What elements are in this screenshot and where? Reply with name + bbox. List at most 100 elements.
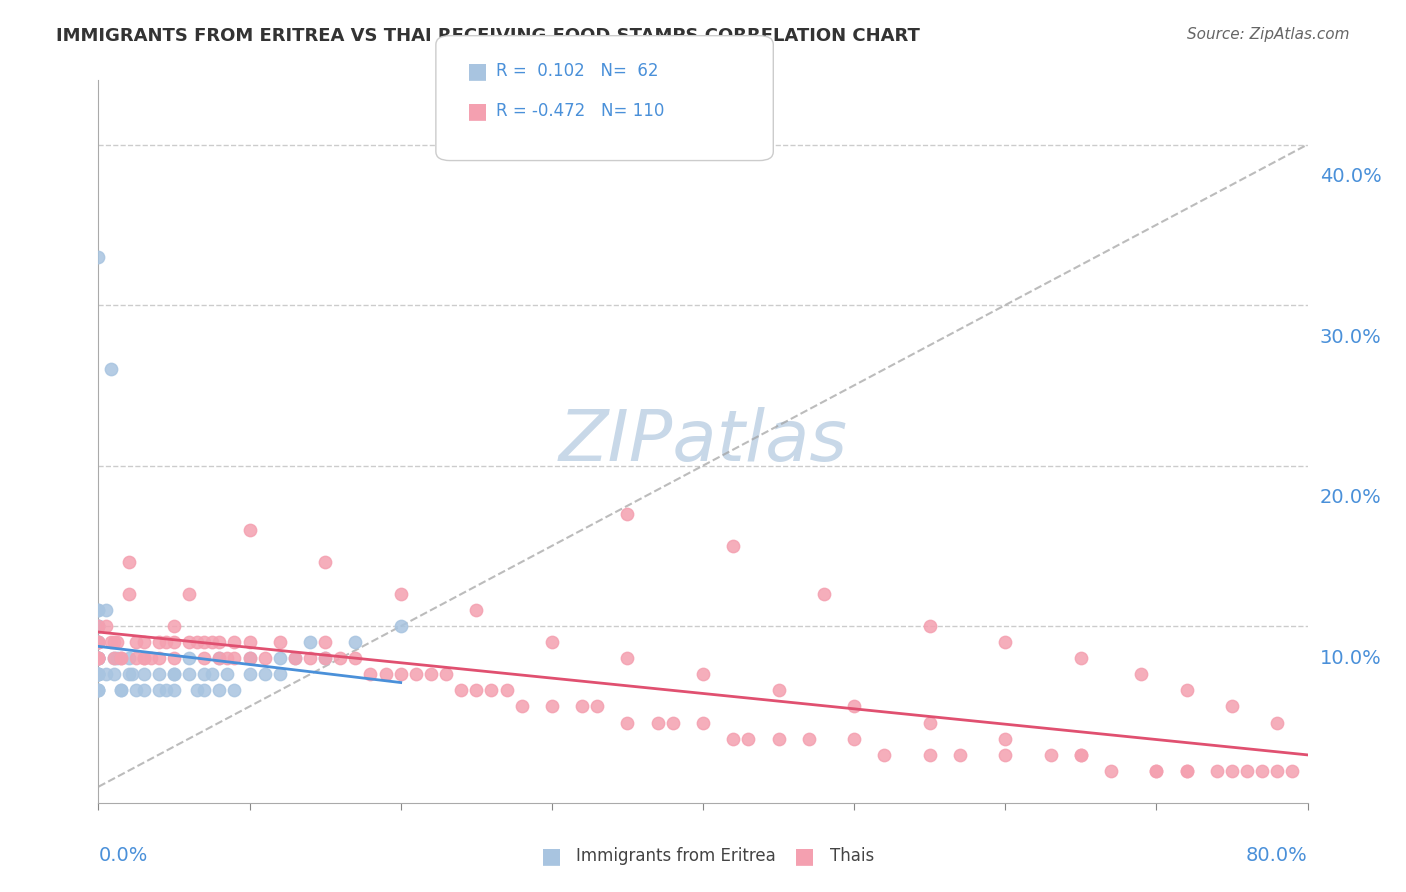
Point (540, 699, 562, 714)
Point (87, 603, 110, 617)
Point (103, 651, 125, 665)
Point (253, 667, 276, 681)
Text: R =  0.102   N=  62: R = 0.102 N= 62 (496, 62, 659, 80)
Point (125, 651, 148, 665)
Point (208, 651, 231, 665)
Point (179, 651, 201, 665)
Point (389, 587, 412, 601)
Point (186, 635, 208, 649)
Point (1070, 747, 1092, 762)
Point (1267, 715, 1289, 730)
Point (87, 651, 110, 665)
Point (155, 683, 177, 698)
Point (163, 667, 186, 681)
Point (148, 635, 170, 649)
Text: ■: ■ (541, 847, 562, 866)
Point (586, 699, 609, 714)
Point (269, 635, 291, 649)
Point (148, 683, 170, 698)
Point (1144, 764, 1167, 778)
Point (465, 683, 488, 698)
Point (100, 635, 122, 649)
Point (284, 651, 307, 665)
Point (873, 747, 896, 762)
Point (844, 731, 866, 746)
Point (434, 667, 457, 681)
Point (186, 683, 208, 698)
Point (344, 635, 367, 649)
Point (239, 651, 262, 665)
Point (374, 667, 396, 681)
Point (1175, 764, 1198, 778)
Point (692, 667, 714, 681)
Point (284, 651, 307, 665)
Point (797, 731, 820, 746)
Point (269, 651, 291, 665)
Point (571, 699, 593, 714)
Point (239, 651, 262, 665)
Point (155, 635, 177, 649)
Point (737, 731, 759, 746)
Text: Source: ZipAtlas.com: Source: ZipAtlas.com (1187, 27, 1350, 42)
Point (314, 651, 336, 665)
Text: ■: ■ (467, 62, 488, 81)
Point (87, 619, 110, 633)
Point (813, 587, 835, 601)
Point (420, 667, 443, 681)
Point (994, 635, 1017, 649)
Point (360, 667, 382, 681)
Point (132, 651, 155, 665)
Point (87, 683, 110, 698)
Point (132, 667, 155, 681)
Point (87, 651, 110, 665)
Text: ■: ■ (794, 847, 815, 866)
Point (1070, 747, 1092, 762)
Point (201, 667, 224, 681)
Point (125, 635, 148, 649)
Point (1281, 764, 1303, 778)
Point (105, 651, 128, 665)
Point (87, 667, 110, 681)
Point (110, 683, 132, 698)
Point (844, 699, 866, 714)
Point (132, 635, 155, 649)
Point (163, 651, 186, 665)
Point (329, 651, 352, 665)
Point (1144, 764, 1167, 778)
Text: ■: ■ (467, 102, 488, 121)
Point (87, 651, 110, 665)
Point (87, 635, 110, 649)
Point (405, 667, 427, 681)
Point (87, 651, 110, 665)
Point (87, 250, 110, 264)
Point (201, 635, 224, 649)
Point (87, 651, 110, 665)
Point (87, 619, 110, 633)
Point (103, 635, 125, 649)
Point (450, 683, 472, 698)
Point (193, 635, 215, 649)
Text: R = -0.472   N= 110: R = -0.472 N= 110 (496, 103, 665, 120)
Point (616, 715, 638, 730)
Point (100, 362, 122, 376)
Point (299, 651, 322, 665)
Point (1206, 764, 1229, 778)
Point (87, 667, 110, 681)
Point (239, 635, 262, 649)
Point (87, 635, 110, 649)
Text: ZIPatlas: ZIPatlas (558, 407, 848, 476)
Point (110, 651, 132, 665)
Point (87, 667, 110, 681)
Point (87, 619, 110, 633)
Point (1220, 699, 1243, 714)
Point (87, 683, 110, 698)
Point (179, 587, 201, 601)
Point (495, 683, 517, 698)
Point (215, 651, 238, 665)
Text: 20.0%: 20.0% (1320, 488, 1382, 508)
Point (224, 635, 246, 649)
Point (87, 651, 110, 665)
Point (314, 651, 336, 665)
Point (87, 619, 110, 633)
Point (121, 667, 143, 681)
